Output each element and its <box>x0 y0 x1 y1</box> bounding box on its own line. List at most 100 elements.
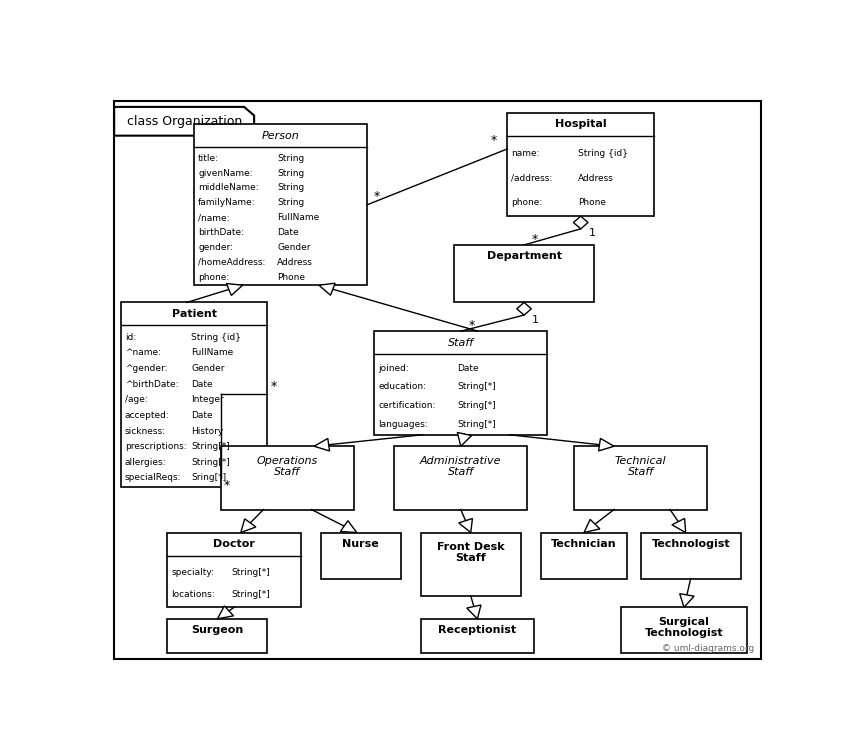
Text: Gender: Gender <box>277 243 310 252</box>
Text: familyName:: familyName: <box>198 198 255 208</box>
FancyBboxPatch shape <box>421 533 521 596</box>
Text: *: * <box>532 232 538 246</box>
Text: FullName: FullName <box>191 348 233 357</box>
FancyBboxPatch shape <box>221 446 354 509</box>
Text: Hospital: Hospital <box>555 120 606 129</box>
Polygon shape <box>114 107 255 136</box>
Text: education:: education: <box>378 382 426 391</box>
Polygon shape <box>319 283 335 295</box>
Text: Administrative
Staff: Administrative Staff <box>420 456 501 477</box>
Text: Receptionist: Receptionist <box>439 625 517 635</box>
Text: ^name:: ^name: <box>125 348 161 357</box>
Text: name:: name: <box>512 149 540 158</box>
Text: Address: Address <box>578 174 614 183</box>
Text: String: String <box>277 198 304 208</box>
FancyBboxPatch shape <box>168 533 301 607</box>
Text: givenName:: givenName: <box>198 169 253 178</box>
Text: title:: title: <box>198 154 219 163</box>
Text: languages:: languages: <box>378 420 427 429</box>
Text: String[*]: String[*] <box>191 442 230 451</box>
Text: Patient: Patient <box>172 309 217 319</box>
Text: Technician: Technician <box>551 539 617 549</box>
Polygon shape <box>672 518 685 533</box>
Polygon shape <box>226 284 243 295</box>
Text: String[*]: String[*] <box>458 420 496 429</box>
Polygon shape <box>458 433 471 446</box>
Text: Gender: Gender <box>191 364 224 373</box>
Text: Surgeon: Surgeon <box>191 625 243 635</box>
Text: History: History <box>191 427 224 436</box>
Text: birthDate:: birthDate: <box>198 228 244 237</box>
Text: Date: Date <box>191 411 212 420</box>
Text: String: String <box>277 169 304 178</box>
Text: String[*]: String[*] <box>458 382 496 391</box>
Text: phone:: phone: <box>198 273 230 282</box>
FancyBboxPatch shape <box>641 533 740 579</box>
FancyBboxPatch shape <box>168 619 267 654</box>
Text: /address:: /address: <box>512 174 553 183</box>
Text: Nurse: Nurse <box>342 539 379 549</box>
Text: *: * <box>224 480 230 492</box>
Text: Sring[*]: Sring[*] <box>191 474 226 483</box>
Text: certification:: certification: <box>378 401 435 410</box>
Text: accepted:: accepted: <box>125 411 169 420</box>
Text: Operations
Staff: Operations Staff <box>257 456 318 477</box>
Text: ^birthDate:: ^birthDate: <box>125 379 178 388</box>
Polygon shape <box>599 438 614 451</box>
Text: Technologist: Technologist <box>651 539 730 549</box>
Text: *: * <box>469 319 475 332</box>
Text: String[*]: String[*] <box>191 458 230 467</box>
Text: sickness:: sickness: <box>125 427 166 436</box>
Text: /age:: /age: <box>125 395 148 404</box>
Text: © uml-diagrams.org: © uml-diagrams.org <box>661 645 754 654</box>
Text: Surgical
Technologist: Surgical Technologist <box>645 616 723 638</box>
Text: Doctor: Doctor <box>213 539 255 549</box>
Text: specialReqs:: specialReqs: <box>125 474 181 483</box>
Polygon shape <box>679 594 694 607</box>
Text: Integer: Integer <box>191 395 224 404</box>
Text: 1: 1 <box>532 314 539 325</box>
Text: String[*]: String[*] <box>458 401 496 410</box>
Text: specialty:: specialty: <box>171 568 214 577</box>
Text: String {id}: String {id} <box>191 332 241 341</box>
Text: prescriptions:: prescriptions: <box>125 442 187 451</box>
Text: *: * <box>271 380 277 393</box>
Text: Phone: Phone <box>578 198 605 207</box>
Polygon shape <box>218 606 234 619</box>
Text: gender:: gender: <box>198 243 233 252</box>
FancyBboxPatch shape <box>374 331 548 435</box>
Text: *: * <box>491 134 497 147</box>
Text: phone:: phone: <box>512 198 543 207</box>
Text: String[*]: String[*] <box>231 568 270 577</box>
Polygon shape <box>467 605 481 619</box>
Text: String[*]: String[*] <box>231 590 270 599</box>
FancyBboxPatch shape <box>507 113 654 216</box>
Text: Person: Person <box>262 131 299 140</box>
Text: String: String <box>277 154 304 163</box>
Polygon shape <box>517 303 531 315</box>
Text: FullName: FullName <box>277 213 320 222</box>
Text: Technical
Staff: Technical Staff <box>615 456 666 477</box>
Text: /homeAddress:: /homeAddress: <box>198 258 266 267</box>
Polygon shape <box>341 521 357 533</box>
Text: Date: Date <box>277 228 299 237</box>
Text: allergies:: allergies: <box>125 458 166 467</box>
FancyBboxPatch shape <box>321 533 401 579</box>
Text: Date: Date <box>191 379 212 388</box>
Polygon shape <box>584 519 600 533</box>
Polygon shape <box>574 216 588 229</box>
FancyBboxPatch shape <box>541 533 628 579</box>
Polygon shape <box>458 518 472 533</box>
FancyBboxPatch shape <box>394 446 527 509</box>
Text: id:: id: <box>125 332 136 341</box>
Text: *: * <box>374 190 380 203</box>
Text: Staff: Staff <box>448 338 474 347</box>
Text: Date: Date <box>458 364 479 373</box>
Polygon shape <box>314 438 329 451</box>
Polygon shape <box>241 519 256 533</box>
FancyBboxPatch shape <box>421 619 534 654</box>
Text: String: String <box>277 184 304 193</box>
FancyBboxPatch shape <box>120 303 267 486</box>
Text: Address: Address <box>277 258 313 267</box>
Text: 1: 1 <box>589 229 596 238</box>
